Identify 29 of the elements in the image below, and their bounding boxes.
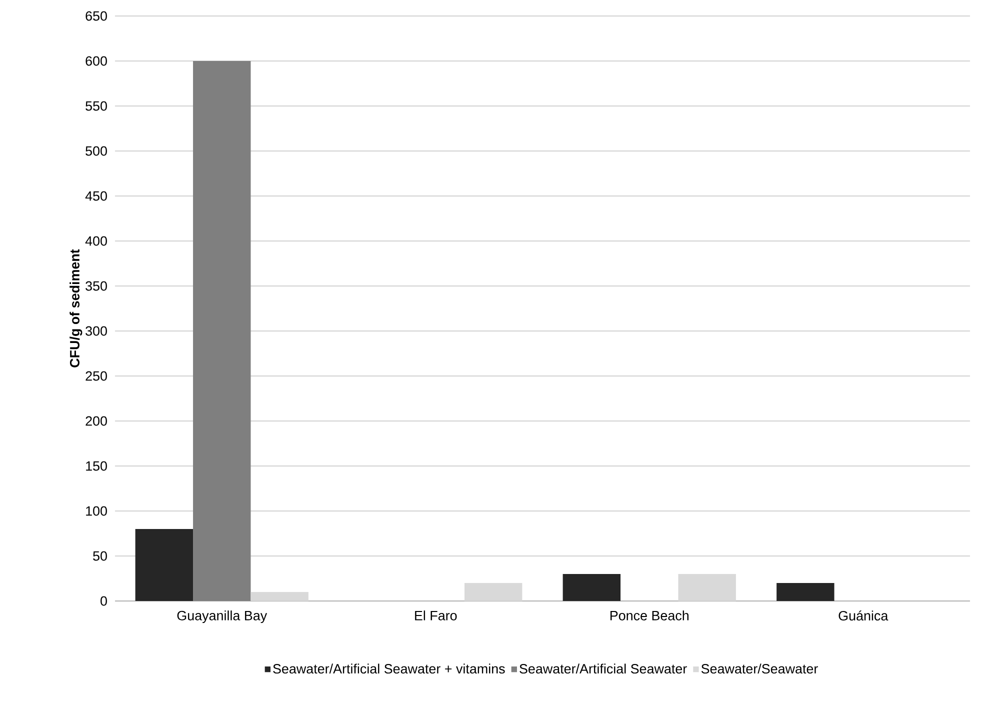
- y-tick-label: 200: [86, 416, 107, 426]
- y-tick-label: 450: [85, 191, 107, 201]
- x-tick-label: Ponce Beach: [610, 610, 688, 620]
- bar: [193, 61, 251, 601]
- x-tick-label: Guayanilla Bay: [177, 610, 268, 624]
- y-axis-title: CFU/g of sediment: [70, 249, 82, 368]
- y-tick-label: 50: [93, 551, 107, 561]
- legend-label: Seawater/Artificial Seawater: [520, 664, 687, 674]
- y-tick-label: 250: [86, 371, 107, 381]
- bar: [250, 592, 308, 601]
- y-tick-label: 350: [86, 281, 107, 291]
- y-tick-label: 650: [86, 11, 107, 21]
- y-tick-label: 600: [86, 56, 107, 66]
- bar: [562, 574, 621, 601]
- y-tick-label: 100: [86, 506, 107, 516]
- y-tick-label: 300: [86, 326, 107, 336]
- y-tick-label: 500: [86, 146, 107, 156]
- x-tick-label: Guánica: [838, 610, 888, 621]
- x-tick-label: El Faro: [415, 610, 457, 620]
- y-tick-label: 400: [85, 236, 107, 246]
- y-tick-label: 550: [86, 101, 107, 111]
- bar: [678, 574, 736, 601]
- bar: [135, 529, 194, 601]
- legend-label: Seawater/Artificial Seawater + vitamins: [273, 664, 505, 674]
- legend-label: Seawater/Seawater: [701, 664, 818, 674]
- bar: [776, 583, 834, 601]
- y-tick-label: 0: [100, 596, 107, 606]
- bar: [464, 583, 522, 601]
- y-tick-label: 150: [86, 461, 107, 471]
